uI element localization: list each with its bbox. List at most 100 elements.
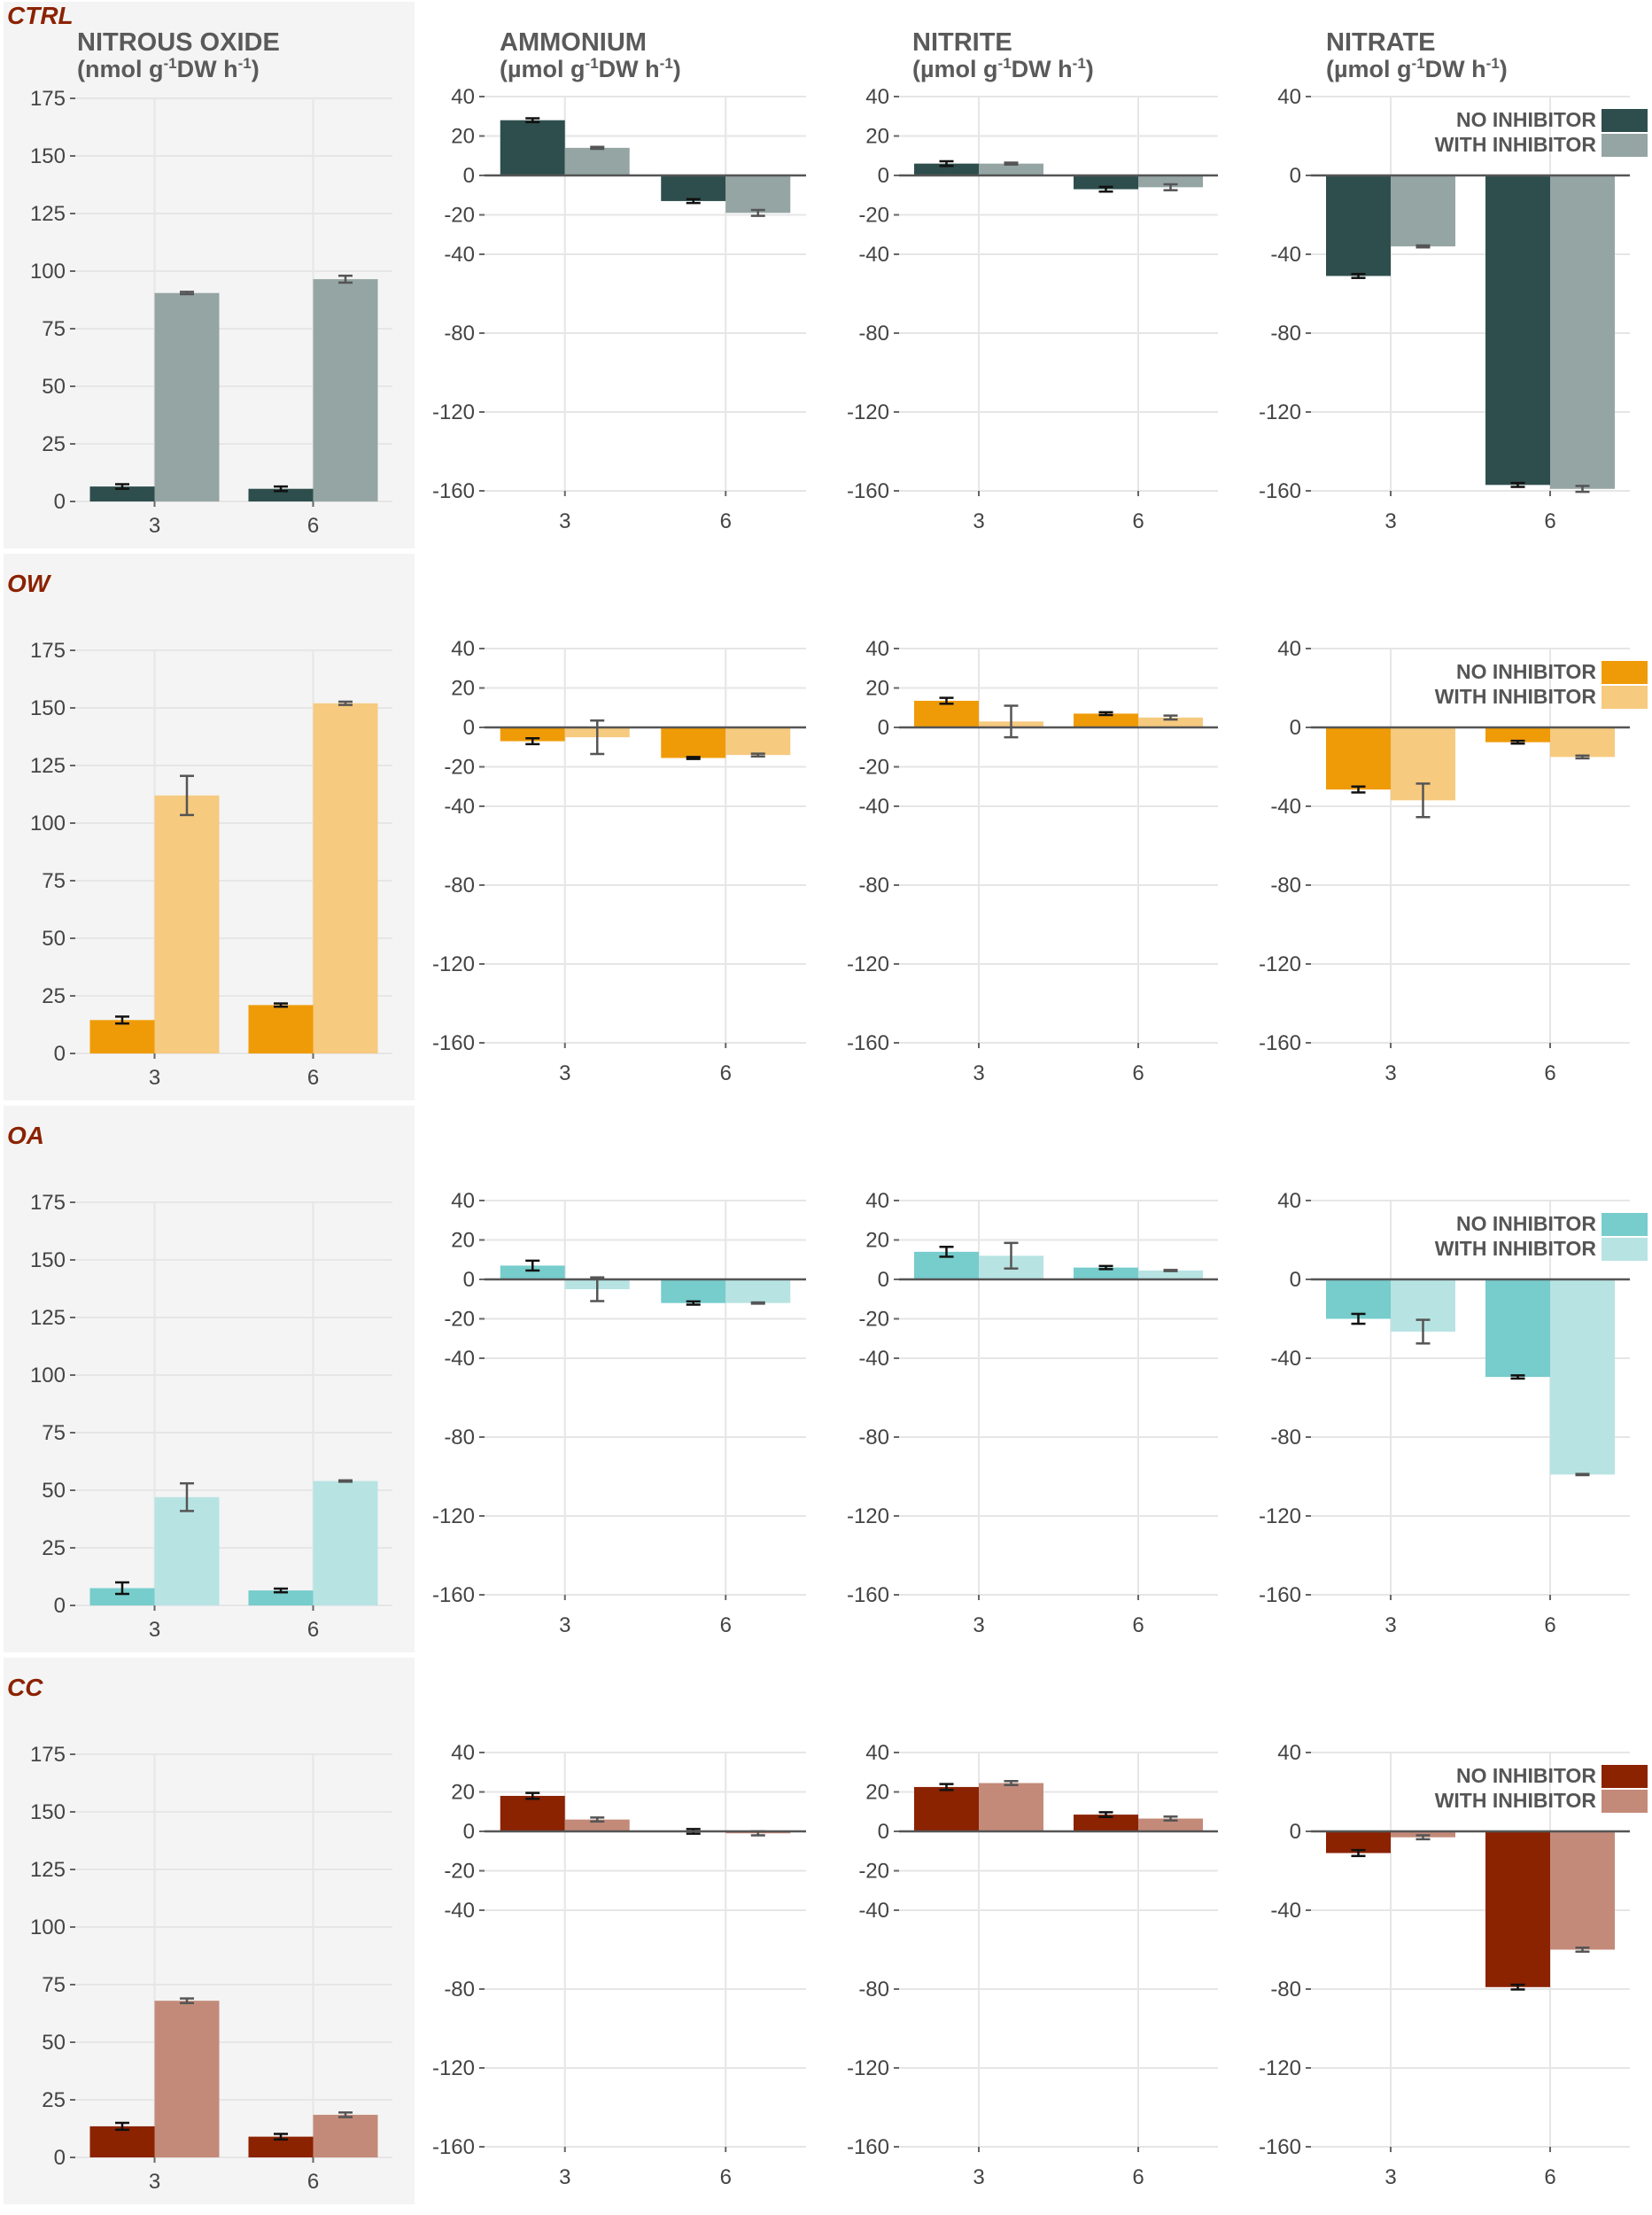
- y-tick-label: 75: [42, 317, 66, 341]
- error-bar: [1098, 1264, 1113, 1271]
- y-tick-label: -20: [858, 204, 889, 228]
- error-bar: [180, 291, 194, 296]
- error-bar: [590, 719, 605, 756]
- bar-with-inhibitor-day-6: [725, 727, 791, 756]
- error-bar: [115, 1015, 129, 1025]
- x-tick-label: 3: [559, 1061, 570, 1085]
- bar-no-inhibitor-day-3: [500, 1795, 565, 1831]
- y-tick-label: 50: [42, 375, 66, 399]
- error-bar: [1098, 185, 1113, 193]
- y-tick-label: 40: [865, 637, 889, 661]
- panel-ammonium: 40 20 0 -20 -40 -80 -120 -160 3 6: [432, 637, 806, 1085]
- y-tick-label: -20: [858, 1860, 889, 1884]
- y-tick-label: 100: [30, 1916, 66, 1939]
- x-tick-label: 6: [1544, 509, 1555, 533]
- y-tick-label: 175: [30, 87, 66, 111]
- y-tick-label: 40: [1277, 1741, 1301, 1765]
- y-tick-label: 25: [42, 984, 66, 1008]
- bar-with-inhibitor-day-6: [725, 1279, 791, 1303]
- x-tick-label: 3: [1384, 2165, 1396, 2189]
- bar-no-inhibitor-day-6: [1074, 1267, 1138, 1279]
- x-tick-label: 6: [307, 2170, 319, 2194]
- y-tick-label: 0: [54, 490, 66, 514]
- x-tick-label: 6: [720, 2165, 732, 2189]
- y-tick-label: -40: [444, 1899, 475, 1923]
- error-bar: [939, 1246, 954, 1258]
- bar-no-inhibitor-day-6: [248, 1590, 314, 1605]
- y-tick-label: 0: [1290, 716, 1301, 740]
- y-tick-label: 40: [451, 85, 475, 109]
- error-bar: [686, 1300, 701, 1306]
- y-tick-label: 125: [30, 1858, 66, 1882]
- y-tick-label: -120: [1259, 1504, 1301, 1528]
- legend-swatch-with-inhibitor: [1602, 686, 1648, 709]
- x-tick-label: 3: [149, 1618, 160, 1642]
- y-tick-label: -40: [1270, 1347, 1301, 1371]
- error-bar: [1004, 1780, 1019, 1786]
- y-tick-label: -80: [858, 1426, 889, 1449]
- panel-nitrous-oxide: 0 25 50 75 100 125 150 175 3 6: [30, 1743, 392, 2194]
- x-tick-label: 3: [559, 1613, 570, 1637]
- y-tick-label: -120: [432, 400, 475, 424]
- y-tick-label: -160: [432, 1031, 475, 1055]
- legend-swatch-no-inhibitor: [1602, 1765, 1648, 1788]
- row-label: CTRL: [7, 2, 74, 29]
- error-bar: [525, 736, 540, 746]
- y-tick-label: -40: [858, 1899, 889, 1923]
- error-bar: [1163, 1269, 1178, 1272]
- bar-no-inhibitor-day-3: [89, 2126, 155, 2157]
- error-bar: [1510, 481, 1525, 488]
- x-tick-label: 3: [1384, 1613, 1396, 1637]
- y-tick-label: 175: [30, 639, 66, 663]
- y-tick-label: -40: [444, 1347, 475, 1371]
- panel-nitrite: 40 20 0 -20 -40 -80 -120 -160 3 6: [847, 1741, 1218, 2189]
- bar-no-inhibitor-day-3: [89, 486, 155, 501]
- y-tick-label: 20: [451, 1229, 475, 1253]
- y-tick-label: 40: [1277, 85, 1301, 109]
- panel-nitrous-oxide: 0 25 50 75 100 125 150 175 3 6: [30, 1191, 392, 1642]
- x-tick-label: 3: [973, 2165, 984, 2189]
- y-tick-label: -80: [444, 322, 475, 346]
- bar-with-inhibitor-day-6: [1138, 175, 1203, 188]
- bar-with-inhibitor-day-6: [313, 279, 378, 501]
- panel-ammonium: 40 20 0 -20 -40 -80 -120 -160 3 6: [432, 1189, 806, 1637]
- y-tick-label: -160: [1259, 479, 1301, 503]
- bar-with-inhibitor-day-3: [979, 163, 1043, 175]
- y-tick-label: 0: [1290, 1820, 1301, 1844]
- panel-nitrous-oxide: 0 25 50 75 100 125 150 175 3 6: [30, 87, 392, 538]
- bar-no-inhibitor-day-3: [89, 1588, 155, 1605]
- legend-label-with-inhibitor: WITH INHIBITOR: [1435, 133, 1597, 156]
- y-tick-label: 40: [865, 1741, 889, 1765]
- x-tick-label: 6: [307, 1618, 319, 1642]
- column-unit: (µmol g-1DW h-1): [1326, 55, 1508, 82]
- error-bar: [180, 1481, 194, 1512]
- panel-nitrite: 40 20 0 -20 -40 -80 -120 -160 3 6: [847, 637, 1218, 1085]
- y-tick-label: 0: [878, 716, 889, 740]
- y-tick-label: -20: [858, 756, 889, 780]
- y-tick-label: 0: [878, 1268, 889, 1292]
- y-tick-label: 100: [30, 260, 66, 284]
- y-tick-label: -160: [1259, 2135, 1301, 2159]
- panel-nitrous-oxide: 0 25 50 75 100 125 150 175 3 6: [30, 639, 392, 1090]
- y-tick-label: 150: [30, 144, 66, 168]
- legend-label-with-inhibitor: WITH INHIBITOR: [1435, 685, 1597, 708]
- error-bar: [1415, 1834, 1431, 1841]
- bar-with-inhibitor-day-6: [725, 175, 791, 214]
- legend-label-no-inhibitor: NO INHIBITOR: [1456, 1764, 1596, 1787]
- legend-label-with-inhibitor: WITH INHIBITOR: [1435, 1789, 1597, 1812]
- error-bar: [939, 696, 954, 705]
- bar-with-inhibitor-day-3: [154, 1496, 220, 1605]
- y-tick-label: -40: [1270, 795, 1301, 819]
- error-bar: [1575, 1473, 1590, 1477]
- y-tick-label: -120: [847, 1504, 889, 1528]
- y-tick-label: 40: [1277, 1189, 1301, 1213]
- y-tick-label: 75: [42, 1421, 66, 1445]
- chart-row-ow: OW 0 25 50 75 100 125 150 175 3 6 40 20 0 -20 -40 -80 -12…: [7, 570, 1648, 1090]
- x-tick-label: 3: [1384, 509, 1396, 533]
- legend-swatch-no-inhibitor: [1602, 661, 1648, 684]
- y-tick-label: -40: [1270, 1899, 1301, 1923]
